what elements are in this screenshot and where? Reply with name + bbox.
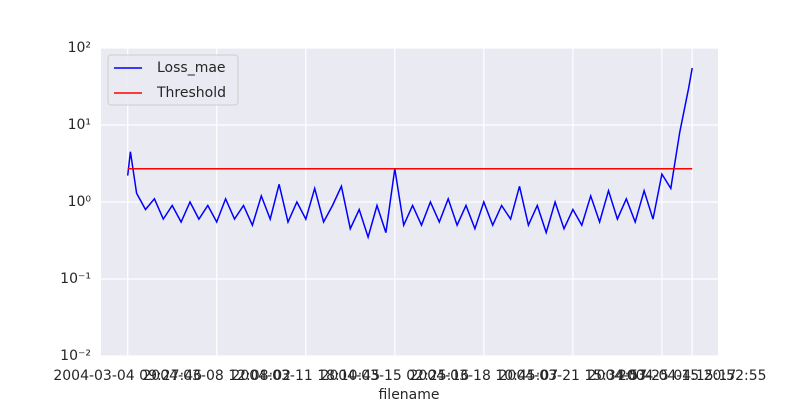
x-tick-label: 2004-03-15 02:25:16 [320, 368, 469, 384]
y-tick-label: 10¹ [68, 117, 91, 133]
legend-label: Loss_mae [157, 60, 226, 76]
y-tick-label: 10⁻² [60, 348, 91, 364]
series-line [126, 67, 693, 240]
legend: Loss_mae Threshold [107, 54, 239, 106]
x-tick-label: 2004-03-25 04:15:17 [588, 368, 737, 384]
x-tick-label: 2004-03-04 09:27:46 [53, 368, 202, 384]
y-tick-label: 10⁻¹ [60, 271, 91, 287]
legend-label: Threshold [156, 85, 226, 101]
x-tick-label: 2004-03-18 10:45:07 [409, 368, 558, 384]
y-tick-label: 10⁰ [68, 194, 92, 210]
x-tick-label: 2004-03-21 15:34:57 [499, 368, 648, 384]
y-tick-label: 10² [68, 40, 91, 56]
x-tick-label: 2004-03-11 18:10:45 [231, 368, 380, 384]
x-tick-label: 2004-03-08 12:08:02 [142, 368, 291, 384]
x-tick-label: 2004-04-15 20:52:55 [618, 368, 767, 384]
x-axis-label: filename [378, 387, 439, 400]
